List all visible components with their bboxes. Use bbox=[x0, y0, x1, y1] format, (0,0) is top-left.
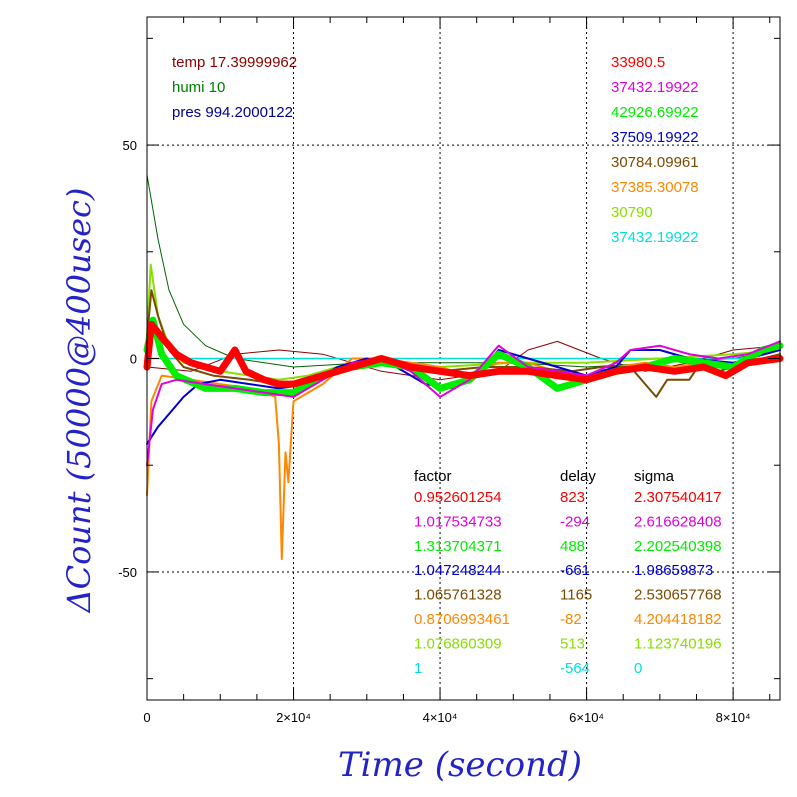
stats-table-cell: 1165 bbox=[560, 587, 592, 604]
x-tick-label: 4×10⁴ bbox=[423, 710, 458, 725]
stats-table-cell: 1.98659873 bbox=[634, 562, 713, 579]
series-value-label: 37509.19922 bbox=[611, 129, 699, 146]
y-axis-title: ΔCount (50000@400usec) bbox=[60, 188, 98, 615]
stats-table-cell: 2.307540417 bbox=[634, 489, 722, 506]
series-value-label: 33980.5 bbox=[611, 54, 665, 71]
stats-table-cell: -564 bbox=[560, 660, 590, 677]
stats-table-cell: 0 bbox=[634, 660, 642, 677]
environment-info: temp 17.39999962 humi 10 pres 994.2000122 bbox=[172, 54, 297, 121]
stats-table-header: sigma bbox=[634, 468, 675, 485]
stats-table-cell: 2.616628408 bbox=[634, 513, 722, 530]
stats-table-cell: 823 bbox=[560, 489, 585, 506]
stats-table-cell: 488 bbox=[560, 538, 585, 555]
series-line bbox=[146, 340, 781, 467]
stats-table-cell: 2.530657768 bbox=[634, 587, 722, 604]
series-value-label: 30784.09961 bbox=[611, 154, 699, 171]
x-axis-title: Time (second) bbox=[338, 745, 582, 785]
y-tick-label: -50 bbox=[118, 565, 137, 580]
stats-table-cell: 4.204418182 bbox=[634, 611, 722, 628]
x-tick-label: 8×10⁴ bbox=[716, 710, 751, 725]
stats-table-cell: 0.952601254 bbox=[414, 489, 502, 506]
series-value-label: 30790 bbox=[611, 204, 653, 221]
stats-table-cell: 1 bbox=[414, 660, 422, 677]
x-tick-label: 0 bbox=[143, 710, 150, 725]
series-line bbox=[143, 316, 784, 397]
stats-table-header: factor bbox=[414, 468, 452, 485]
stats-table-cell: -294 bbox=[560, 513, 590, 530]
stats-table-cell: 1.123740196 bbox=[634, 635, 722, 652]
x-tick-label: 2×10⁴ bbox=[276, 710, 311, 725]
series-value-label: 37432.19922 bbox=[611, 229, 699, 246]
y-tick-label: 0 bbox=[130, 352, 137, 367]
series-value-label: 42926.69922 bbox=[611, 104, 699, 121]
stats-table-cell: 1.047248244 bbox=[414, 562, 502, 579]
series-value-label: 37432.19922 bbox=[611, 79, 699, 96]
stats-table-cell: -661 bbox=[560, 562, 590, 579]
stats-table-cell: 513 bbox=[560, 635, 585, 652]
series-stats-table: factor delay sigma 0.952601254 823 2.30754041… bbox=[414, 468, 722, 677]
stats-table-header: delay bbox=[560, 468, 596, 485]
y-tick-label: 50 bbox=[123, 138, 137, 153]
stats-table-cell: 1.017534733 bbox=[414, 513, 502, 530]
axis-ticks: 0 2×10⁴ 4×10⁴ 6×10⁴ 8×10⁴ 50 0 -50 bbox=[118, 17, 780, 725]
stats-table-cell: 1.065761328 bbox=[414, 587, 502, 604]
series-layer bbox=[143, 174, 784, 561]
env-info-text: pres 994.2000122 bbox=[172, 104, 293, 121]
env-info-text: temp 17.39999962 bbox=[172, 54, 297, 71]
stats-table-cell: 1.076860309 bbox=[414, 635, 502, 652]
x-tick-label: 6×10⁴ bbox=[569, 710, 604, 725]
stats-table-cell: -82 bbox=[560, 611, 582, 628]
series-value-legend: 33980.5 37432.19922 42926.69922 37509.19922… bbox=[611, 54, 699, 246]
stats-table-cell: 2.202540398 bbox=[634, 538, 722, 555]
series-line bbox=[143, 320, 784, 388]
stats-table-cell: 0.8706993461 bbox=[414, 611, 510, 628]
env-info-text: humi 10 bbox=[172, 79, 225, 96]
stats-table-cell: 1.313704371 bbox=[414, 538, 502, 555]
series-line bbox=[146, 174, 781, 368]
series-value-label: 37385.30078 bbox=[611, 179, 699, 196]
